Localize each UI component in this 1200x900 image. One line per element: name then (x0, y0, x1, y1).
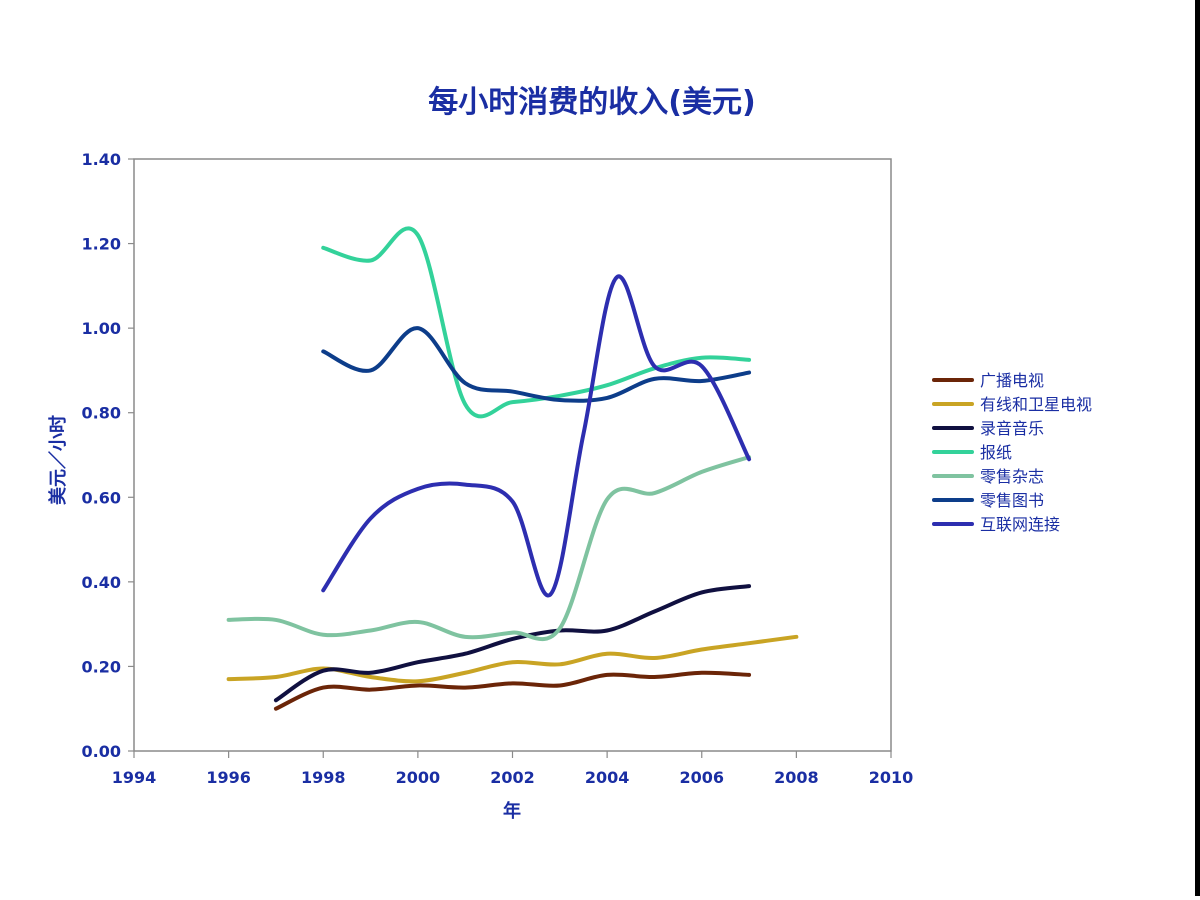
chart-title: 每小时消费的收入(美元) (428, 85, 755, 120)
legend-label-2: 有线和卫星电视 (980, 395, 1092, 414)
y-tick-label: 0.60 (82, 488, 121, 507)
legend-label-3: 录音音乐 (980, 419, 1044, 438)
legend-label-7: 互联网连接 (980, 515, 1060, 534)
y-tick-label: 1.00 (82, 319, 121, 338)
x-tick-label: 1996 (206, 768, 251, 787)
x-tick-label: 2010 (869, 768, 914, 787)
x-axis-label: 年 (503, 800, 521, 822)
y-tick-label: 1.20 (82, 235, 121, 254)
x-tick-label: 2000 (396, 768, 441, 787)
x-tick-label: 2006 (679, 768, 724, 787)
series-line-1 (273, 670, 752, 711)
series-line-7 (321, 274, 752, 598)
x-axis-ticks: 1994 1996 1998 2000 2002 2004 2006 2008 2010 (112, 751, 914, 787)
legend-label-4: 报纸 (980, 443, 1012, 462)
x-tick-label: 2002 (490, 768, 535, 787)
series-line-2 (226, 634, 799, 684)
y-tick-label: 0.80 (82, 404, 121, 423)
series-line-6 (321, 326, 752, 403)
right-edge-border (1195, 0, 1200, 896)
x-tick-label: 1998 (301, 768, 346, 787)
y-axis-ticks: 0.00 0.20 0.40 0.60 0.80 1.00 1.20 1.40 (82, 150, 134, 761)
y-tick-label: 0.00 (82, 742, 121, 761)
legend-label-1: 广播电视 (980, 371, 1044, 390)
series-line-4 (321, 226, 752, 419)
y-axis-label: 美元／小时 (47, 415, 69, 505)
y-tick-label: 1.40 (82, 150, 121, 169)
x-tick-label: 1994 (112, 768, 157, 787)
x-tick-label: 2008 (774, 768, 819, 787)
series-line-5 (226, 455, 752, 642)
y-tick-label: 0.20 (82, 657, 121, 676)
series-line-3 (273, 584, 752, 703)
legend-label-5: 零售杂志 (980, 467, 1044, 486)
y-tick-label: 0.40 (82, 573, 121, 592)
series-lines (226, 226, 799, 711)
x-tick-label: 2004 (585, 768, 630, 787)
legend-label-6: 零售图书 (980, 491, 1044, 510)
